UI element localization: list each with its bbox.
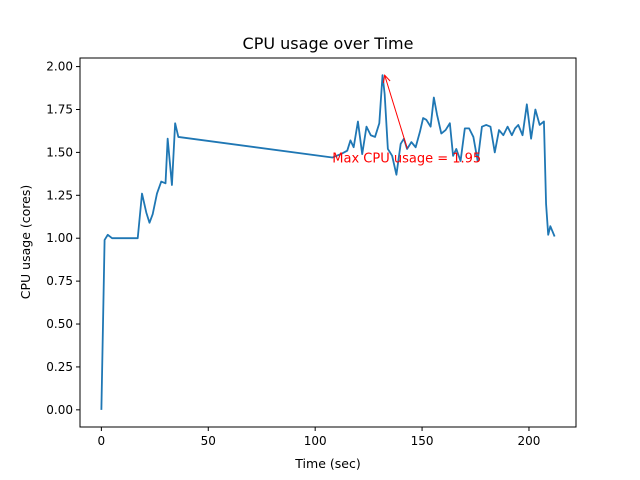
x-tick-label: 100 [304,434,327,448]
annotation-arrow [384,75,408,149]
max-annotation-label: Max CPU usage = 1.95 [332,152,481,167]
y-tick-label: 1.00 [46,231,73,245]
x-tick-label: 200 [518,434,541,448]
y-axis: 0.00 0.25 0.50 0.75 1.00 1.25 1.50 1.75 2.00 [46,60,80,417]
x-axis-label: Time (sec) [294,456,360,471]
x-axis: 0 50 100 150 200 [98,427,541,448]
annotation-arrowhead [382,74,391,84]
y-tick-label: 1.50 [46,145,73,159]
annotation-layer: Max CPU usage = 1.95 [332,74,481,167]
chart-title: CPU usage over Time [243,34,414,53]
y-tick-label: 2.00 [46,60,73,74]
x-tick-label: 50 [201,434,216,448]
series-layer [100,74,556,410]
y-axis-label: CPU usage (cores) [18,185,33,299]
x-tick-label: 0 [98,434,106,448]
y-tick-label: 0.25 [46,360,73,374]
y-tick-label: 0.75 [46,274,73,288]
y-tick-label: 1.75 [46,102,73,116]
y-tick-label: 0.00 [46,403,73,417]
y-tick-label: 1.25 [46,188,73,202]
x-tick-label: 150 [411,434,434,448]
plot-area [79,57,577,428]
plot-frame [79,57,577,428]
y-tick-label: 0.50 [46,317,73,331]
series-line-0 [100,74,556,410]
